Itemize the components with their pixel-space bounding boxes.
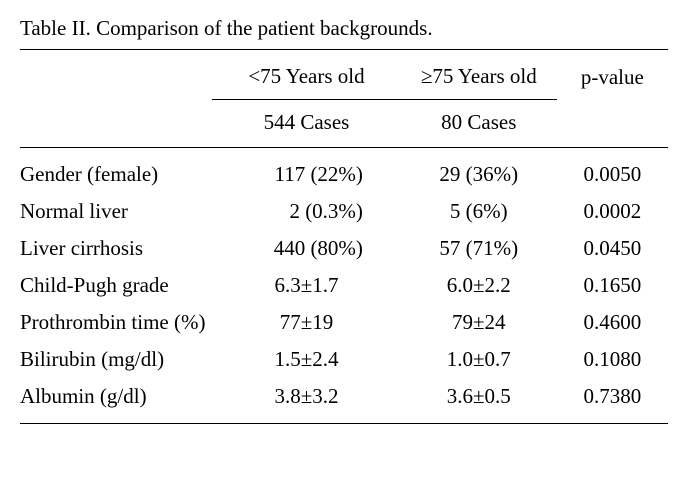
table-body: Gender (female) 117 (22%) 29 (36%) 0.005… xyxy=(20,148,668,424)
header-group-a: <75 Years old xyxy=(212,50,401,100)
row-label: Albumin (g/dl) xyxy=(20,378,212,424)
table-header-row: <75 Years old ≥75 Years old p-value xyxy=(20,50,668,100)
subheader-blank xyxy=(20,100,212,148)
row-value-b: 1.0±0.7 xyxy=(401,341,557,378)
header-pvalue: p-value xyxy=(557,50,668,100)
subheader-pvalue-blank xyxy=(557,100,668,148)
row-value-b: 3.6±0.5 xyxy=(401,378,557,424)
table-row: Child-Pugh grade 6.3±1.7 6.0±2.2 0.1650 xyxy=(20,267,668,304)
table-row: Liver cirrhosis 440 (80%) 57 (71%) 0.045… xyxy=(20,230,668,267)
patient-backgrounds-table: <75 Years old ≥75 Years old p-value 544 … xyxy=(20,49,668,424)
row-value-p: 0.1080 xyxy=(557,341,668,378)
subheader-cases-a: 544 Cases xyxy=(212,100,401,148)
row-value-a: 77±19 xyxy=(212,304,401,341)
row-value-p: 0.0450 xyxy=(557,230,668,267)
header-blank xyxy=(20,50,212,100)
row-value-p: 0.0002 xyxy=(557,193,668,230)
row-value-a: 2 (0.3%) xyxy=(212,193,401,230)
row-label: Normal liver xyxy=(20,193,212,230)
table-row: Albumin (g/dl) 3.8±3.2 3.6±0.5 0.7380 xyxy=(20,378,668,424)
row-value-p: 0.1650 xyxy=(557,267,668,304)
subheader-cases-b: 80 Cases xyxy=(401,100,557,148)
row-label: Gender (female) xyxy=(20,148,212,194)
row-label: Child-Pugh grade xyxy=(20,267,212,304)
row-label: Liver cirrhosis xyxy=(20,230,212,267)
row-value-a: 6.3±1.7 xyxy=(212,267,401,304)
header-group-b: ≥75 Years old xyxy=(401,50,557,100)
row-value-b: 29 (36%) xyxy=(401,148,557,194)
row-value-a: 117 (22%) xyxy=(212,148,401,194)
row-value-b: 79±24 xyxy=(401,304,557,341)
table-subheader-row: 544 Cases 80 Cases xyxy=(20,100,668,148)
row-value-p: 0.0050 xyxy=(557,148,668,194)
row-value-a: 3.8±3.2 xyxy=(212,378,401,424)
row-value-b: 6.0±2.2 xyxy=(401,267,557,304)
table-row: Prothrombin time (%) 77±19 79±24 0.4600 xyxy=(20,304,668,341)
row-value-b: 57 (71%) xyxy=(401,230,557,267)
table-row: Normal liver 2 (0.3%) 5 (6%) 0.0002 xyxy=(20,193,668,230)
row-label: Bilirubin (mg/dl) xyxy=(20,341,212,378)
table-row: Gender (female) 117 (22%) 29 (36%) 0.005… xyxy=(20,148,668,194)
table-row: Bilirubin (mg/dl) 1.5±2.4 1.0±0.7 0.1080 xyxy=(20,341,668,378)
row-value-p: 0.7380 xyxy=(557,378,668,424)
row-value-p: 0.4600 xyxy=(557,304,668,341)
table-caption: Table II. Comparison of the patient back… xyxy=(20,16,668,41)
row-value-b: 5 (6%) xyxy=(401,193,557,230)
row-label: Prothrombin time (%) xyxy=(20,304,212,341)
row-value-a: 440 (80%) xyxy=(212,230,401,267)
row-value-a: 1.5±2.4 xyxy=(212,341,401,378)
